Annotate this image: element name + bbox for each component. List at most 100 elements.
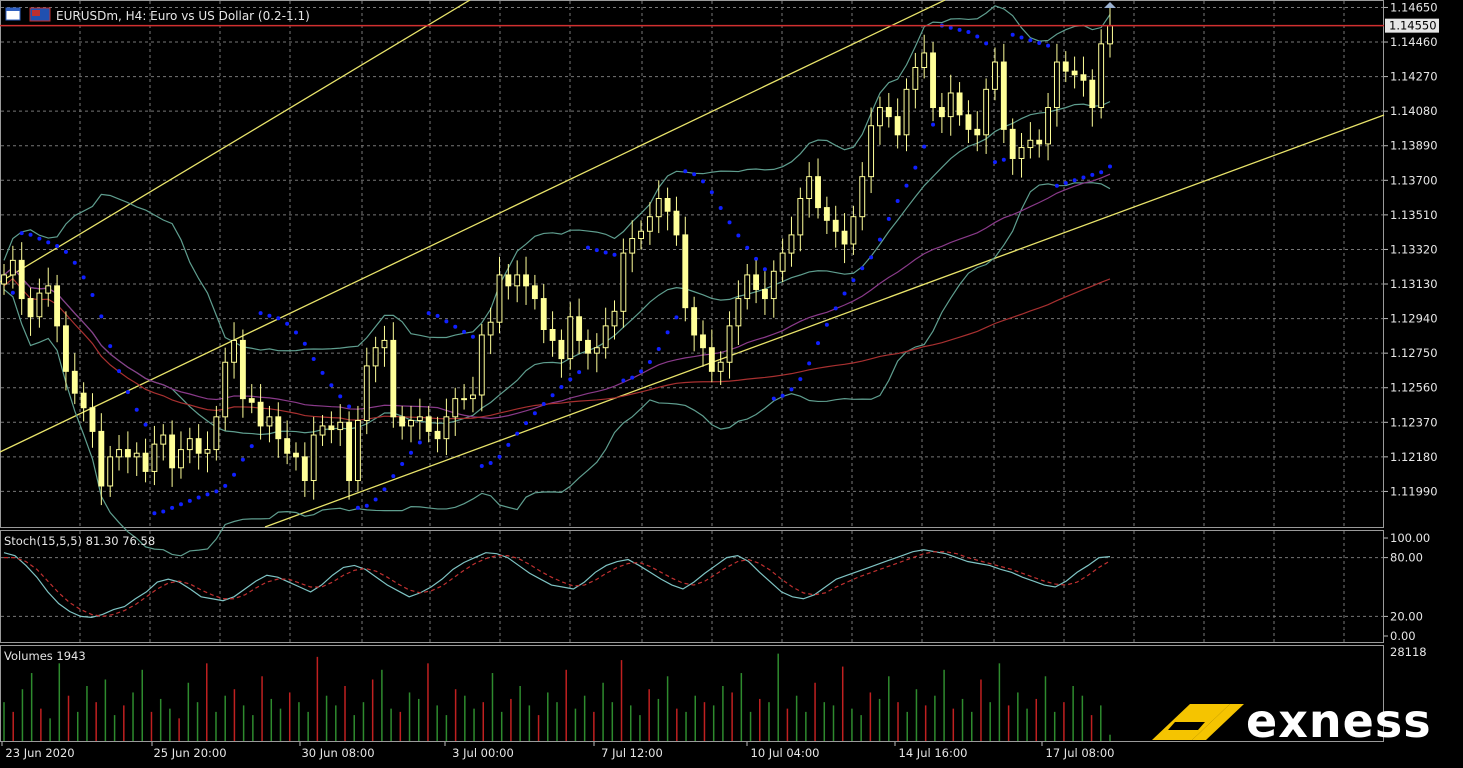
channel-lines — [0, 0, 1385, 528]
sar-dot — [656, 347, 661, 352]
candle-body — [18, 259, 25, 300]
candle-body — [806, 176, 813, 200]
sar-dot — [594, 248, 599, 253]
candle-body — [9, 259, 16, 276]
candle-body — [266, 416, 273, 427]
candle-body — [54, 285, 61, 327]
time-tick-label: 3 Jul 00:00 — [452, 746, 514, 760]
candle-body — [983, 88, 990, 136]
candle-body — [567, 316, 574, 360]
sar-dot — [904, 183, 909, 188]
candle-body — [363, 365, 370, 421]
sar-dot — [568, 377, 573, 382]
candle-body — [186, 438, 193, 451]
price-tick-label: 1.14650 — [1390, 0, 1438, 14]
candle-body — [461, 398, 468, 401]
candle-body — [956, 92, 963, 116]
sar-dot — [992, 160, 997, 165]
sar-dot — [214, 489, 219, 494]
candle-body — [399, 416, 406, 427]
sar-dot — [612, 252, 617, 257]
price-tick-label: 1.13700 — [1390, 173, 1438, 187]
sar-dot — [550, 393, 555, 398]
candle-body — [868, 125, 875, 178]
candle-body — [98, 430, 105, 487]
price-tick-label: 1.13510 — [1390, 208, 1438, 222]
sar-dot — [99, 314, 104, 319]
candle-body — [257, 401, 264, 427]
sar-dot — [754, 256, 759, 261]
candle-body — [151, 443, 158, 472]
candle-body — [850, 216, 857, 245]
candle-body — [992, 61, 998, 90]
candle-body — [346, 421, 353, 482]
sar-dot — [913, 165, 918, 170]
volumes-panel[interactable] — [0, 645, 1384, 742]
volume-bars: 28118 — [3, 645, 1427, 741]
candle-body — [531, 285, 538, 300]
candle-body — [797, 198, 804, 236]
stoch-line-main — [3, 549, 1111, 618]
candle-body — [337, 421, 344, 431]
sar-dot — [1063, 180, 1068, 185]
candle-body — [381, 339, 388, 349]
sar-dot — [816, 341, 821, 346]
sar-dot — [1019, 35, 1024, 40]
symbol-icon — [5, 7, 51, 22]
sar-dot — [276, 316, 281, 321]
stoch-tick-label: 80.00 — [1390, 551, 1423, 565]
candle-body — [947, 92, 954, 118]
sar-dot — [435, 313, 440, 318]
candle-body — [107, 456, 114, 487]
main-panel[interactable] — [0, 0, 1384, 528]
stochastic-panel[interactable] — [0, 530, 1384, 643]
sar-dot — [789, 387, 794, 392]
sar-dot — [355, 505, 360, 510]
price-tick-label: 1.13890 — [1390, 139, 1438, 153]
stoch-line-signal — [4, 551, 1111, 618]
sar-dot — [506, 442, 511, 447]
sar-dot — [745, 245, 750, 250]
sar-dot — [125, 390, 130, 395]
sar-dot — [285, 321, 290, 326]
candle-body — [1045, 107, 1051, 145]
time-tick-label: 30 Jun 08:00 — [301, 746, 374, 760]
candle-body — [36, 292, 43, 318]
candle-body — [576, 316, 583, 341]
candle-body — [27, 298, 34, 318]
sar-dot — [37, 236, 42, 241]
candle-body — [629, 238, 636, 254]
stoch-tick-label: 100.00 — [1390, 531, 1430, 545]
sar-dot — [329, 383, 334, 388]
candle-body — [80, 392, 87, 409]
sar-dot — [736, 233, 741, 238]
sar-dot — [46, 240, 51, 245]
stochastic-title: Stoch(15,5,5) 81.30 76.58 — [4, 534, 155, 548]
candle-body — [930, 52, 936, 109]
parabolic-sar — [10, 23, 1112, 516]
candle-body — [655, 198, 662, 218]
candle-body — [1027, 139, 1034, 149]
candle-body — [213, 416, 220, 451]
candle-body — [664, 198, 671, 212]
sar-dot — [223, 483, 228, 488]
candle-body — [169, 434, 176, 469]
sar-dot — [497, 454, 502, 459]
sar-dot — [922, 144, 927, 149]
candle-body — [1018, 147, 1025, 159]
price-tick-label: 1.14460 — [1390, 35, 1438, 49]
price-axis: 1.14650 1.14460 1.14270 1.14080 1.13890 1.137… — [1384, 0, 1438, 498]
candle-body — [1036, 139, 1043, 145]
candle-body — [912, 67, 919, 90]
time-tick-label: 17 Jul 08:00 — [1046, 746, 1115, 760]
candle-body — [443, 416, 450, 440]
sar-dot — [532, 411, 537, 416]
candle-body — [478, 334, 485, 396]
candle-body — [761, 288, 768, 300]
sar-dot — [134, 407, 139, 412]
sar-dot — [877, 237, 882, 242]
sar-dot — [771, 396, 776, 401]
sar-dot — [81, 275, 86, 280]
candle-body — [222, 361, 229, 418]
